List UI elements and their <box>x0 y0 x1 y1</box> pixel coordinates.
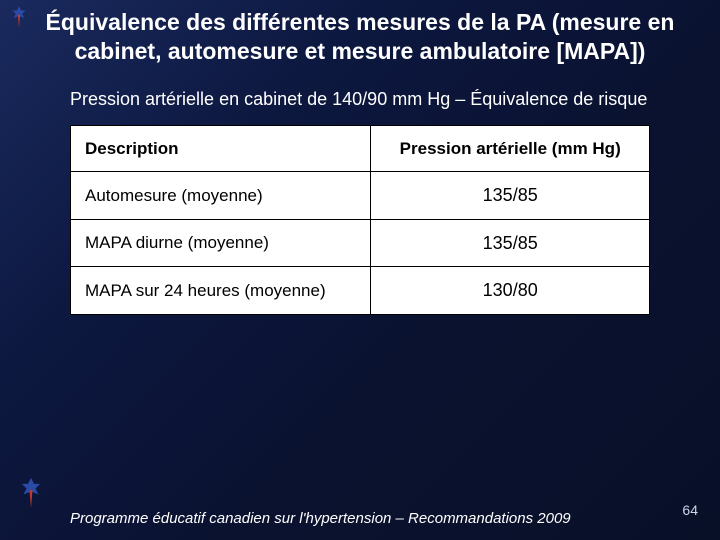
table-header-row: Description Pression artérielle (mm Hg) <box>71 125 650 171</box>
slide-title: Équivalence des différentes mesures de l… <box>0 0 720 66</box>
header-value: Pression artérielle (mm Hg) <box>371 125 650 171</box>
table-row: Automesure (moyenne) 135/85 <box>71 172 650 220</box>
table-row: MAPA sur 24 heures (moyenne) 130/80 <box>71 267 650 315</box>
equivalence-table: Description Pression artérielle (mm Hg) … <box>70 125 650 315</box>
slide-subtitle: Pression artérielle en cabinet de 140/90… <box>0 66 720 125</box>
cell-val: 135/85 <box>371 219 650 267</box>
cell-desc: Automesure (moyenne) <box>71 172 371 220</box>
table-row: MAPA diurne (moyenne) 135/85 <box>71 219 650 267</box>
equivalence-table-container: Description Pression artérielle (mm Hg) … <box>0 125 720 315</box>
cell-desc: MAPA diurne (moyenne) <box>71 219 371 267</box>
cell-val: 130/80 <box>371 267 650 315</box>
cell-desc: MAPA sur 24 heures (moyenne) <box>71 267 371 315</box>
cell-val: 135/85 <box>371 172 650 220</box>
leaf-icon <box>13 475 49 511</box>
leaf-icon <box>6 4 32 30</box>
footer-text: Programme éducatif canadien sur l'hypert… <box>70 509 650 529</box>
page-number: 64 <box>682 502 698 518</box>
header-description: Description <box>71 125 371 171</box>
